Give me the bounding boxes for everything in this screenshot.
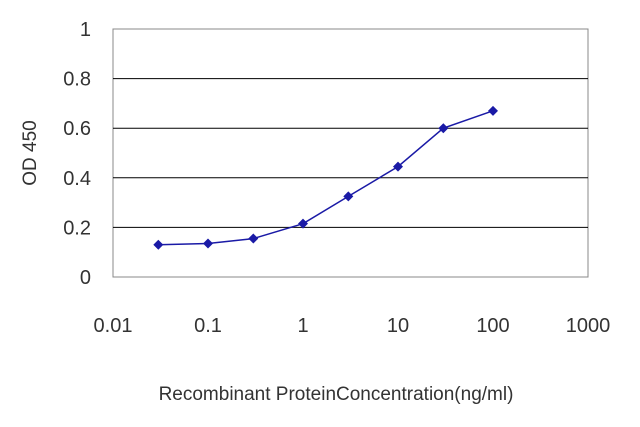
data-point (248, 233, 259, 244)
data-point (343, 191, 354, 202)
x-tick-label: 100 (476, 315, 509, 337)
x-tick-label: 1000 (566, 315, 611, 337)
x-tick-label: 1 (297, 315, 308, 337)
y-tick-label: 0.8 (63, 69, 91, 91)
data-point (298, 218, 308, 229)
x-axis-title: Recombinant ProteinConcentration(ng/ml) (159, 384, 514, 405)
series-group (153, 105, 498, 250)
y-tick-label: 0.4 (63, 168, 91, 190)
data-point (438, 123, 449, 134)
x-tick-labels: 0.01 0.1 1 10 100 1000 (94, 315, 611, 337)
y-tick-label: 0.2 (63, 217, 91, 239)
data-point (153, 239, 164, 250)
y-axis-title: OD 450 (20, 120, 41, 185)
gridlines (113, 78, 588, 228)
y-tick-label: 0 (80, 267, 91, 289)
data-point (393, 161, 403, 172)
y-tick-label: 0.6 (63, 118, 91, 140)
y-tick-label: 1 (80, 19, 91, 41)
series-line (158, 110, 494, 246)
y-tick-labels: 0 0.2 0.4 0.6 0.8 1 (63, 19, 91, 289)
data-point (488, 105, 498, 116)
x-tick-label: 0.01 (94, 315, 133, 337)
x-tick-label: 0.1 (194, 315, 222, 337)
data-point (203, 238, 213, 249)
x-tick-label: 10 (387, 315, 409, 337)
plot-area (112, 28, 589, 278)
